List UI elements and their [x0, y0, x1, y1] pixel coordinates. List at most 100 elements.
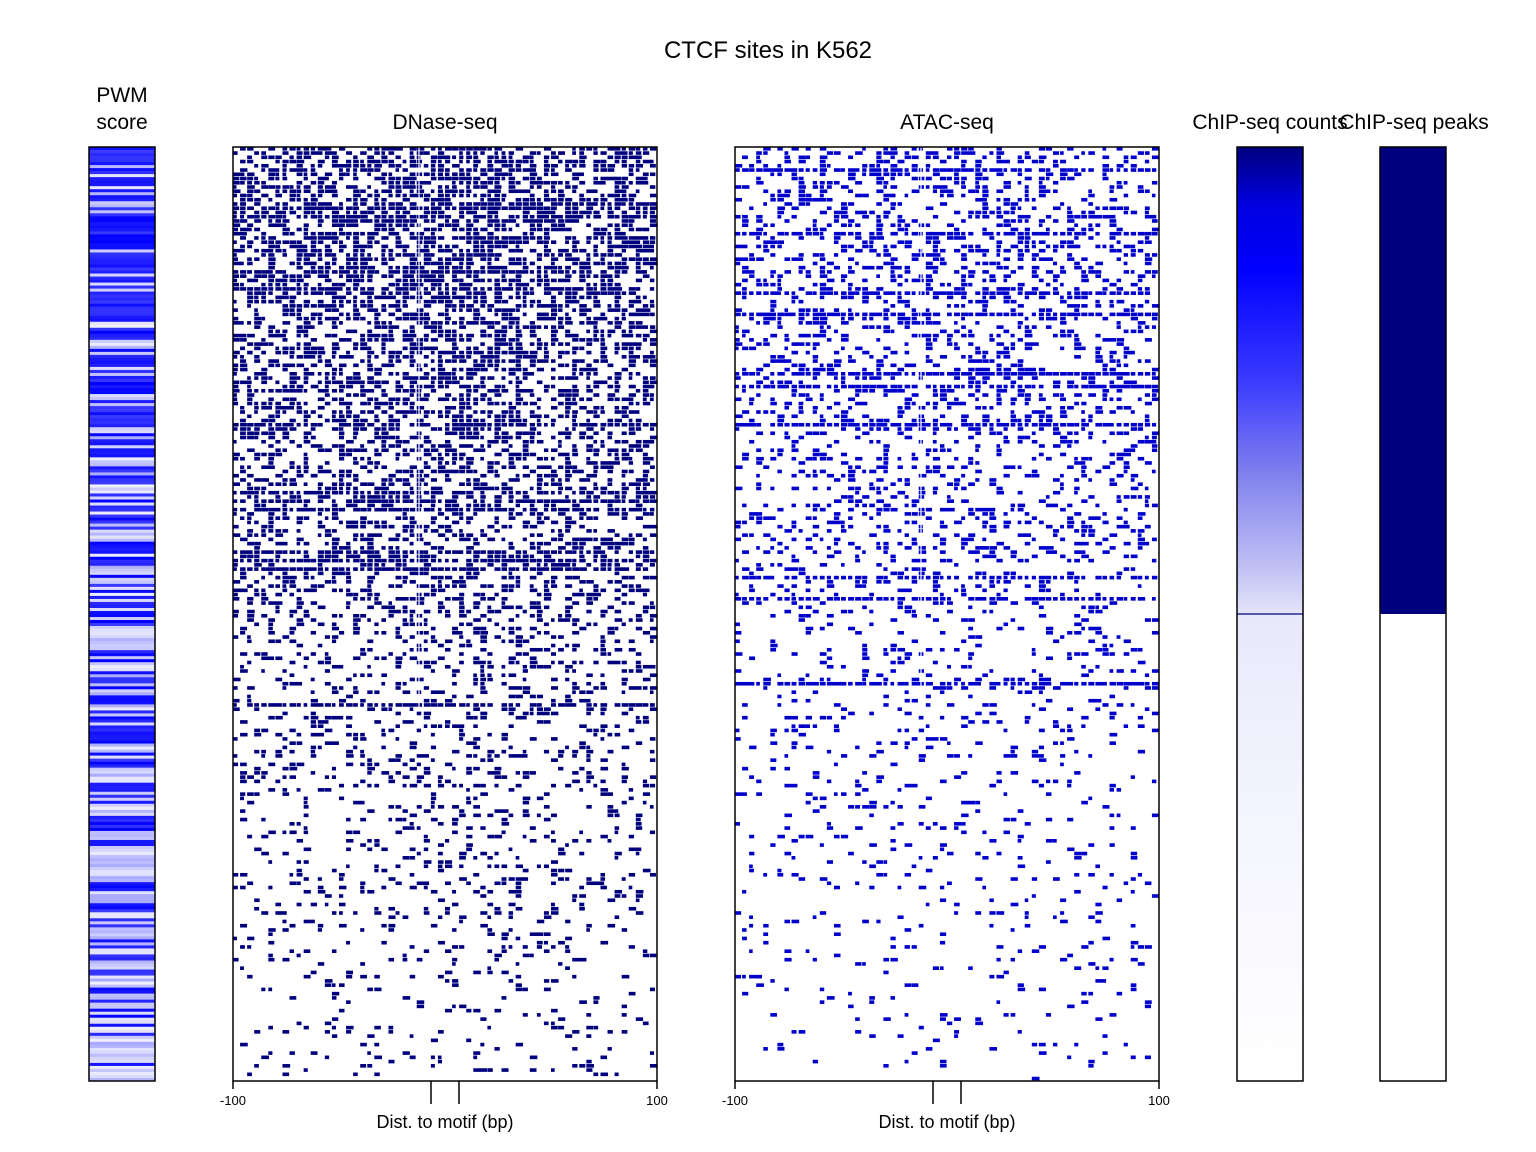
heatmap-cell [445, 308, 449, 312]
heatmap-cell [282, 176, 288, 181]
heatmap-cell [310, 754, 317, 758]
heatmap-cell [452, 329, 457, 334]
heatmap-cell [275, 219, 282, 223]
heatmap-cell [508, 414, 514, 419]
heatmap-cell [621, 452, 630, 457]
heatmap-cell [437, 584, 443, 588]
heatmap-cell [339, 299, 344, 304]
heatmap-cell [565, 669, 570, 673]
heatmap-cell [466, 248, 471, 253]
heatmap-cell [543, 214, 549, 219]
heatmap-cell [543, 274, 549, 278]
heatmap-cell [395, 244, 403, 249]
heatmap-cell [536, 567, 545, 571]
heatmap-cell [614, 308, 621, 312]
heatmap-cell [649, 287, 655, 291]
heatmap-cell [614, 325, 622, 329]
heatmap-cell [649, 278, 655, 283]
pwm-row [89, 201, 155, 205]
pwm-row [89, 147, 155, 151]
heatmap-cell [459, 516, 464, 520]
heatmap-cell [289, 550, 296, 554]
heatmap-cell [628, 431, 636, 436]
heatmap-cell [339, 287, 343, 291]
heatmap-cell [494, 338, 502, 342]
heatmap-cell [282, 571, 288, 576]
heatmap-cell [268, 359, 276, 363]
heatmap-cell [367, 253, 372, 257]
heatmap-cell [565, 388, 572, 393]
heatmap-cell [501, 601, 506, 605]
heatmap-cell [416, 405, 425, 410]
pwm-row [89, 867, 155, 871]
heatmap-cell [480, 278, 485, 283]
heatmap-cell [268, 507, 277, 512]
heatmap-cell [536, 601, 541, 605]
heatmap-cell [508, 444, 513, 448]
heatmap-cell [529, 647, 538, 652]
heatmap-cell [621, 355, 627, 359]
heatmap-cell [268, 147, 276, 151]
heatmap-cell [324, 669, 331, 673]
heatmap-cell [529, 172, 538, 177]
heatmap-cell [395, 372, 400, 376]
heatmap-cell [233, 490, 237, 495]
heatmap-cell [268, 490, 276, 495]
heatmap-cell [579, 698, 587, 703]
heatmap-cell [353, 830, 361, 835]
heatmap-cell [543, 147, 552, 151]
heatmap-cell [551, 698, 556, 703]
heatmap-cell [621, 660, 627, 665]
heatmap-cell [586, 456, 591, 461]
heatmap-cell [346, 278, 353, 283]
heatmap-cell [452, 694, 457, 699]
heatmap-cell [508, 227, 513, 232]
heatmap-cell [529, 452, 537, 457]
heatmap-cell [466, 422, 474, 427]
heatmap-cell [445, 779, 451, 784]
heatmap-cell [409, 622, 415, 627]
heatmap-cell [430, 690, 439, 695]
heatmap-cell [586, 236, 592, 240]
heatmap-cell [331, 342, 339, 346]
heatmap-cell [642, 359, 649, 363]
heatmap-cell [593, 728, 599, 733]
heatmap-cell [466, 346, 471, 351]
heatmap-cell [388, 270, 397, 274]
heatmap-cell [296, 550, 301, 554]
heatmap-cell [466, 202, 473, 206]
heatmap-cell [494, 193, 501, 198]
heatmap-cell [346, 486, 351, 491]
heatmap-cell [247, 342, 254, 346]
heatmap-cell [551, 558, 556, 563]
heatmap-cell [466, 575, 474, 580]
heatmap-cell [501, 639, 506, 644]
heatmap-cell [409, 465, 417, 470]
heatmap-cell [331, 155, 339, 160]
heatmap-cell [565, 783, 572, 788]
heatmap-cell [381, 214, 387, 219]
heatmap-cell [374, 554, 381, 559]
heatmap-cell [268, 444, 274, 448]
heatmap-cell [402, 817, 407, 822]
heatmap-cell [388, 253, 393, 257]
heatmap-cell [565, 295, 572, 300]
heatmap-cell [487, 304, 495, 308]
pwm-row [89, 508, 155, 512]
heatmap-cell [331, 410, 337, 414]
heatmap-cell [381, 308, 387, 312]
heatmap-cell [247, 422, 254, 427]
heatmap-cell [551, 299, 556, 304]
heatmap-cell [579, 372, 584, 376]
heatmap-cell [642, 401, 651, 406]
heatmap-cell [353, 257, 359, 261]
heatmap-cell [240, 499, 246, 503]
heatmap-cell [565, 180, 570, 185]
heatmap-cell [310, 240, 317, 245]
heatmap-cell [621, 690, 626, 695]
heatmap-cell [360, 278, 365, 283]
heatmap-cell [642, 338, 647, 342]
heatmap-cell [466, 295, 472, 300]
heatmap-cell [409, 703, 417, 707]
heatmap-cell [296, 308, 302, 312]
